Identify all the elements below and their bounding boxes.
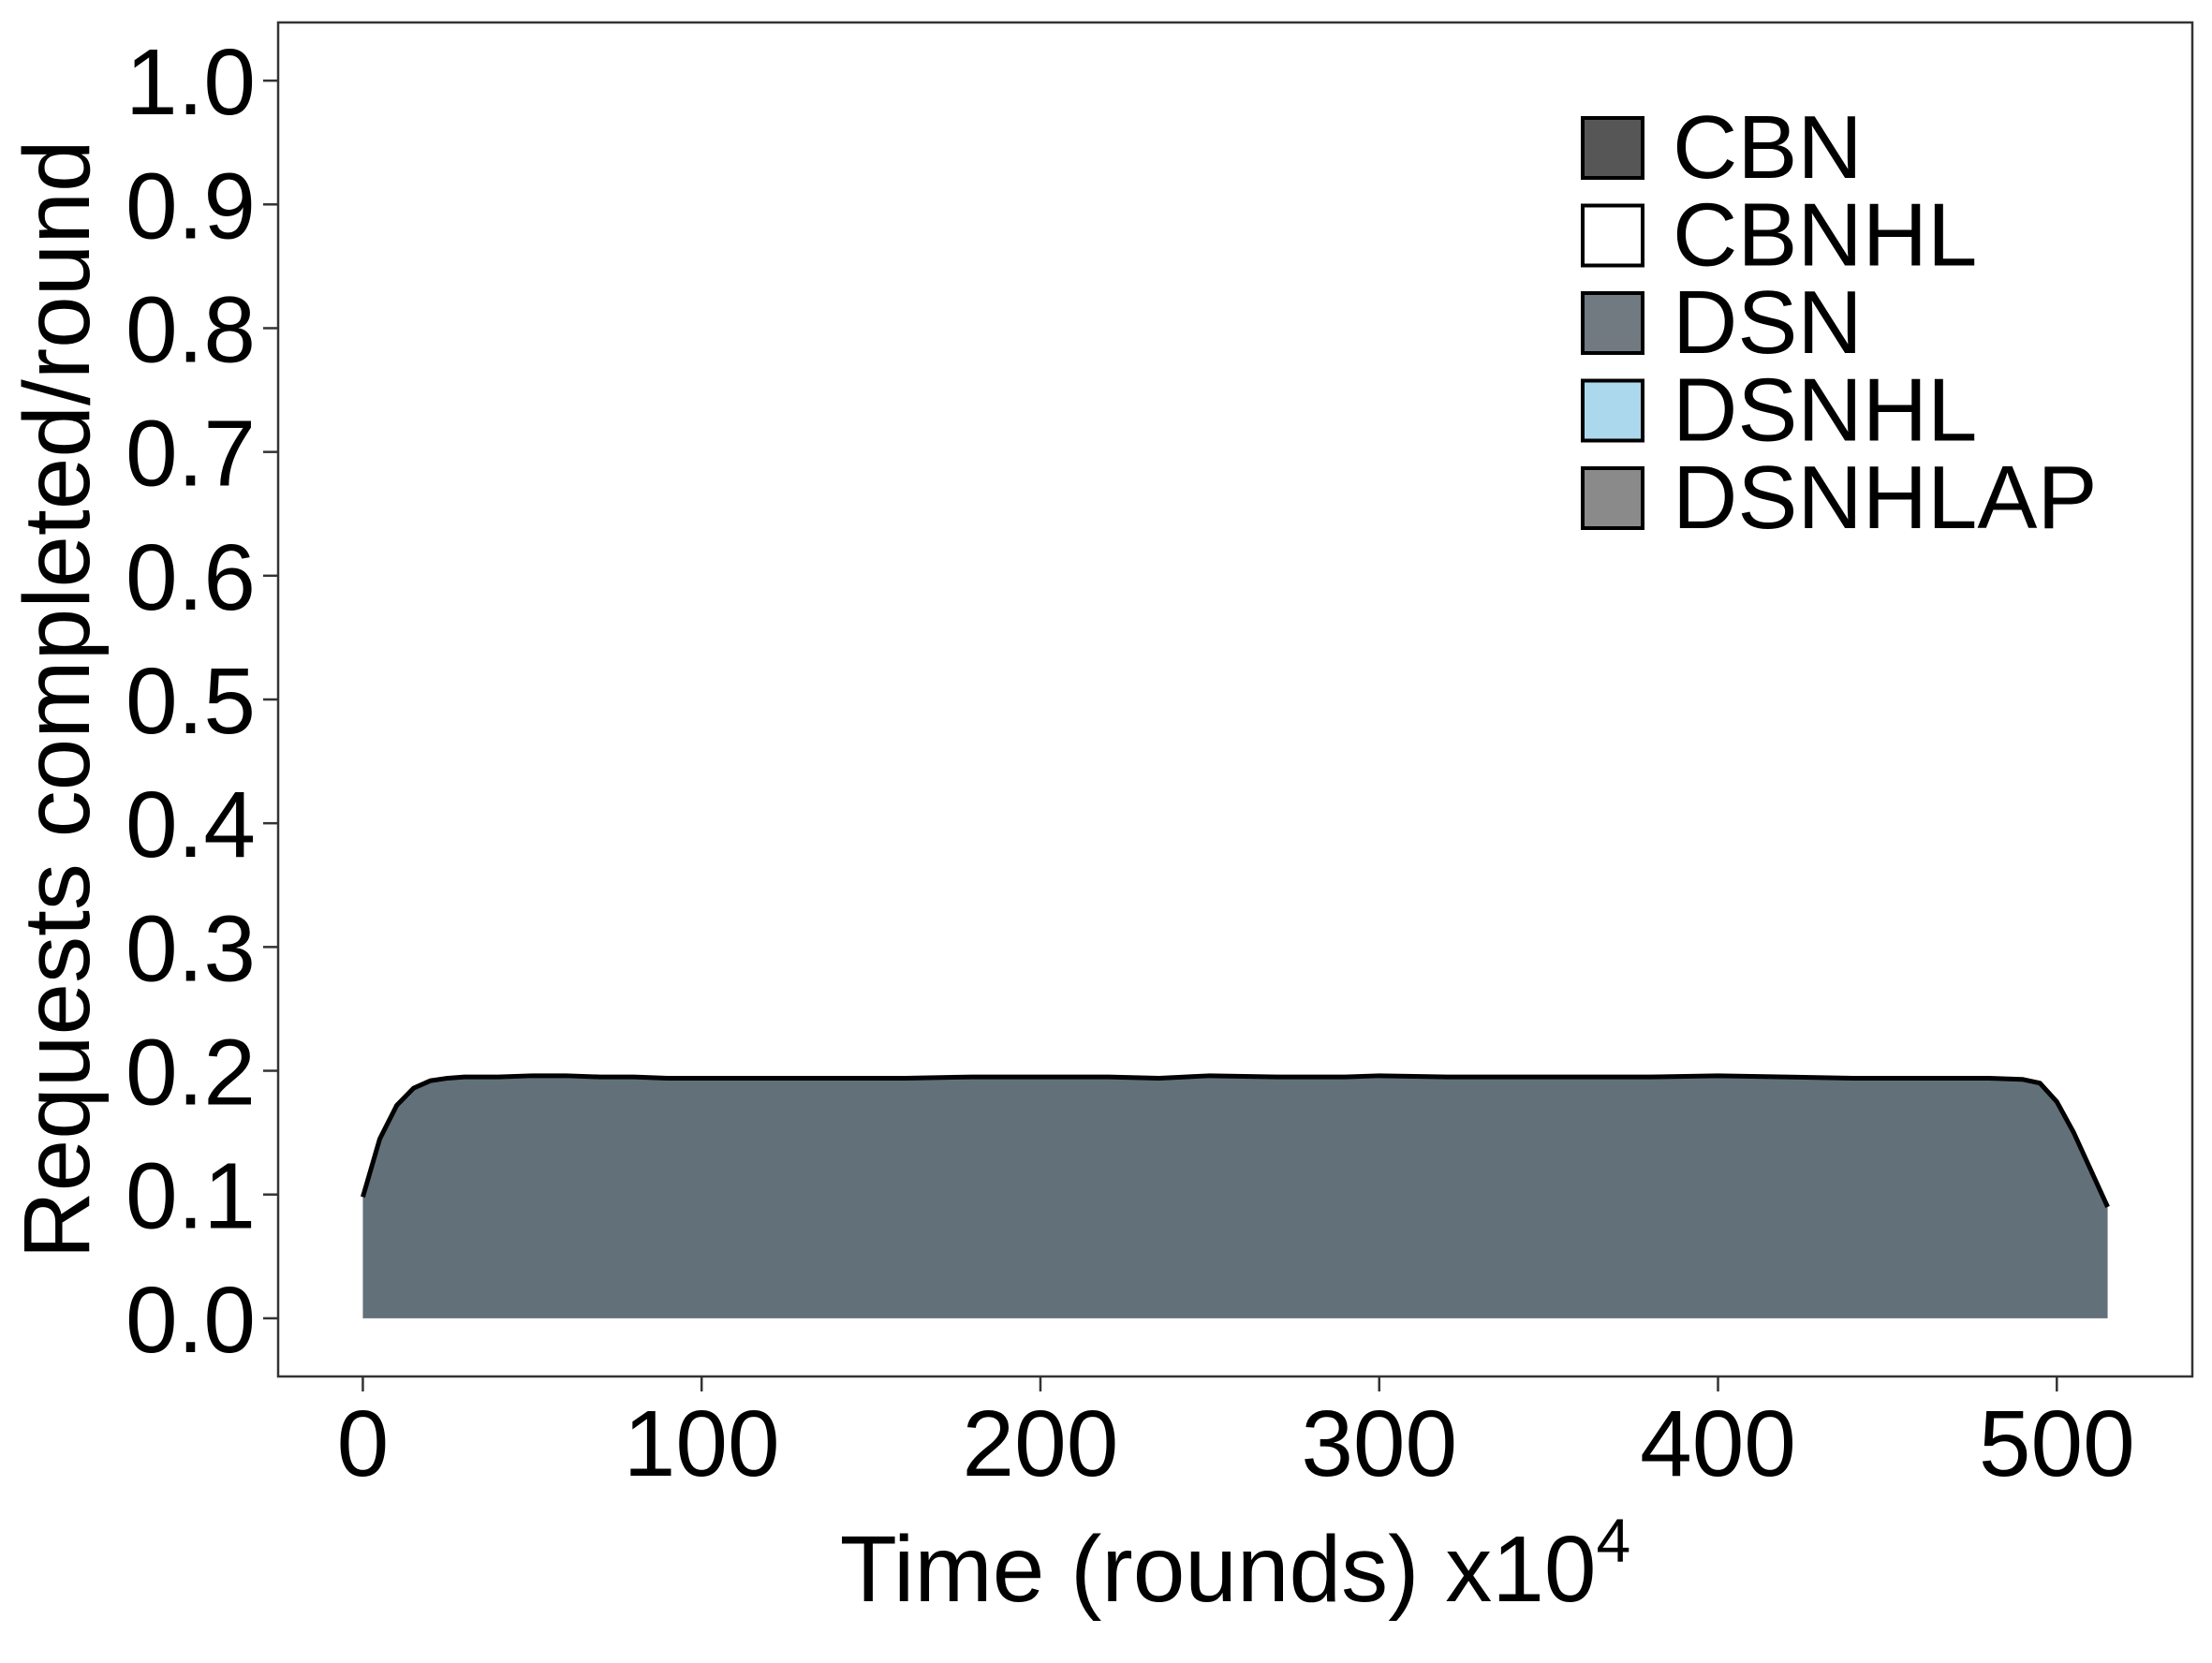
x-axis-title: Time (rounds) x104 (840, 1506, 1630, 1622)
y-tick-label: 0.8 (125, 277, 256, 382)
x-tick-label: 400 (1640, 1391, 1796, 1496)
y-tick-label: 0.0 (125, 1268, 256, 1373)
x-axis: 0 100 200 300 400 500 (337, 1376, 2135, 1496)
legend-swatch-dsn (1581, 291, 1644, 355)
y-tick-label: 0.9 (125, 154, 256, 258)
y-tick-label: 0.1 (125, 1144, 256, 1249)
y-axis-title: Requests completed/round (5, 140, 110, 1258)
legend-label-dsnhlap: DSNHLAP (1673, 448, 2097, 548)
x-axis-title-superscript: 4 (1596, 1506, 1630, 1575)
legend-label-cbnhl: CBNHL (1673, 185, 1977, 286)
series-line-dsn (361, 1073, 2110, 1208)
y-tick-label: 0.5 (125, 649, 256, 754)
x-axis-title-text: Time (rounds) x10 (840, 1517, 1597, 1622)
x-tick-label: 500 (1979, 1391, 2135, 1496)
series-layer (361, 1073, 2110, 1318)
series-area-dsn (362, 1075, 2108, 1318)
y-axis: 0.0 0.1 0.2 0.3 0.4 0.5 0.6 0.7 0.8 0.9 1.0 (125, 30, 278, 1373)
x-tick-label: 100 (624, 1391, 780, 1496)
x-tick-label: 300 (1301, 1391, 1457, 1496)
legend-swatch-dsnhl (1581, 378, 1644, 443)
legend-swatch-cbnhl (1581, 203, 1644, 268)
legend-label-dsn: DSN (1673, 272, 1863, 373)
y-tick-label: 0.7 (125, 402, 256, 507)
legend-swatch-dsnhlap (1581, 466, 1644, 530)
y-tick-label: 0.3 (125, 896, 256, 1001)
y-tick-label: 0.2 (125, 1021, 256, 1126)
y-tick-label: 0.4 (125, 773, 256, 877)
legend-label-cbn: CBN (1673, 97, 1863, 198)
legend-label-dsnhl: DSNHL (1673, 361, 1977, 461)
y-tick-label: 1.0 (125, 30, 256, 135)
legend-swatch-cbn (1581, 116, 1644, 180)
y-tick-label: 0.6 (125, 525, 256, 630)
x-tick-label: 200 (963, 1391, 1119, 1496)
x-tick-label: 0 (337, 1391, 390, 1496)
